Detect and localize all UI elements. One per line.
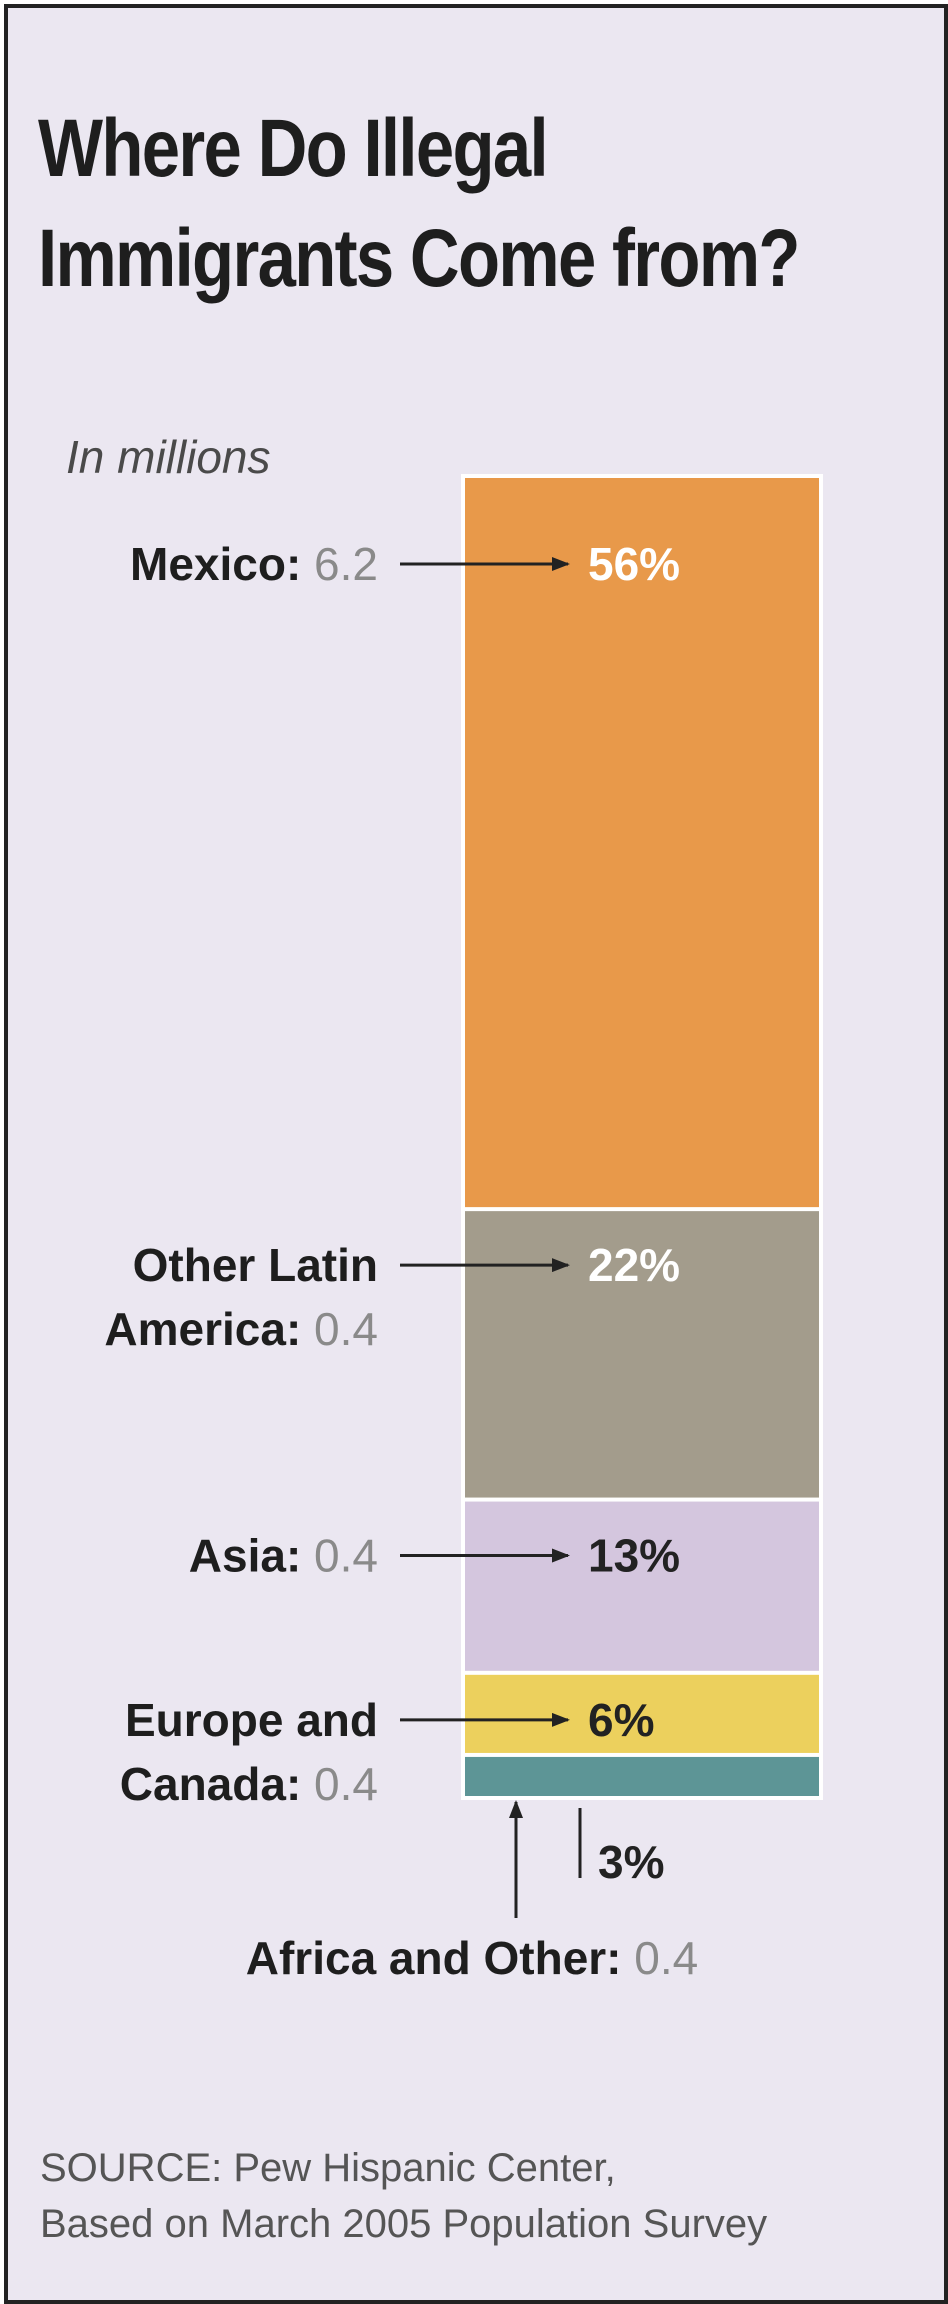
bar-segment-mexico (465, 478, 819, 1208)
source-line-1: SOURCE: Pew Hispanic Center, (40, 2146, 616, 2190)
category-name-mexico: Mexico: (130, 538, 301, 590)
value-label-europe-and-canada: 0.4 (301, 1758, 378, 1810)
value-label-other-latin-america: 0.4 (301, 1303, 378, 1355)
bar-segment-asia (465, 1501, 819, 1671)
category-name-asia: Asia: (189, 1530, 301, 1582)
category-label-europe-and-canada-line-1: Europe and (125, 1694, 378, 1746)
source-line-2: Based on March 2005 Population Survey (40, 2202, 768, 2246)
category-label-europe-and-canada-line-2: Canada: 0.4 (120, 1758, 378, 1810)
stacked-bar-chart: 56% Mexico: 6.2 22% Other Latin America: 0.4… (104, 474, 823, 1984)
chart-title-line-2: Immigrants Come from? (38, 213, 800, 304)
percent-label-africa-and-other: 3% (598, 1836, 664, 1888)
category-label-africa-and-other: Africa and Other: 0.4 (246, 1932, 698, 1984)
category-label-other-latin-america-line-1: Other Latin (133, 1239, 378, 1291)
value-label-africa-and-other: 0.4 (622, 1932, 699, 1984)
category-name-other-latin-america: America: (104, 1303, 301, 1355)
percent-label-europe-and-canada: 6% (588, 1694, 654, 1746)
bar-segment-africa-and-other (465, 1756, 819, 1796)
percent-label-other-latin-america: 22% (588, 1239, 680, 1291)
category-name-other-latin-america: Other Latin (133, 1239, 378, 1291)
category-label-asia: Asia: 0.4 (189, 1530, 378, 1582)
category-label-other-latin-america-line-2: America: 0.4 (104, 1303, 378, 1355)
category-label-mexico: Mexico: 6.2 (130, 538, 378, 590)
value-label-mexico: 6.2 (301, 538, 378, 590)
chart-subtitle: In millions (66, 431, 271, 483)
value-label-asia: 0.4 (301, 1530, 378, 1582)
bar-segment-europe-and-canada (465, 1674, 819, 1753)
percent-label-mexico: 56% (588, 538, 680, 590)
graphic-panel: Where Do Illegal Immigrants Come from? I… (4, 4, 948, 2304)
category-name-africa-and-other: Africa and Other: (246, 1932, 622, 1984)
bar-segment-other-latin-america (465, 1211, 819, 1498)
category-name-europe-and-canada: Europe and (125, 1694, 378, 1746)
percent-label-asia: 13% (588, 1530, 680, 1582)
category-name-europe-and-canada: Canada: (120, 1758, 301, 1810)
chart-title-line-1: Where Do Illegal (38, 103, 549, 194)
